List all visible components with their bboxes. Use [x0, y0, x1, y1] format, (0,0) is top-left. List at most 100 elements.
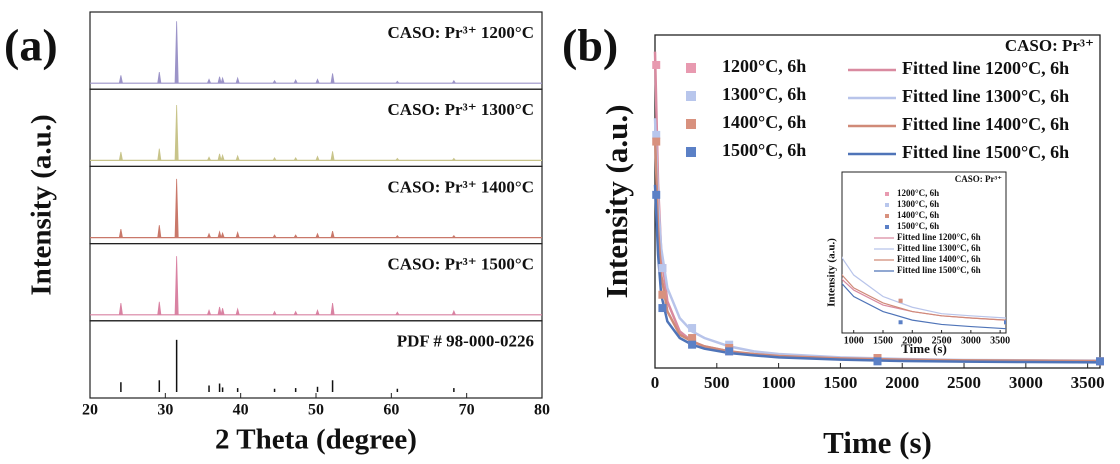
peak [330, 151, 335, 161]
x-axis-label: Time (s) [823, 425, 932, 460]
inset-title: CASO: Pr³⁺ [955, 174, 1002, 184]
data-point [898, 320, 903, 325]
data-point [658, 290, 667, 299]
legend-marker [686, 63, 696, 73]
peak [174, 256, 179, 315]
peak [330, 303, 335, 315]
inset-x-tick-label: 2000 [902, 335, 922, 346]
peak [235, 154, 240, 161]
data-point [1096, 357, 1104, 366]
y-axis-label: Intensity (a.u.) [26, 114, 58, 295]
peak [118, 229, 123, 238]
x-tick-label: 3500 [1071, 373, 1105, 392]
annotation: CASO: Pr³⁺ [1005, 36, 1094, 55]
peak [330, 230, 335, 238]
peak [293, 234, 298, 238]
panel-label: (a) [4, 20, 58, 71]
x-tick-label: 30 [157, 402, 173, 419]
data-point [652, 137, 661, 146]
inset-x-tick-label: 1500 [873, 335, 893, 346]
peak [157, 301, 162, 315]
inset-legend-marker [885, 203, 889, 207]
peak [235, 307, 240, 315]
peak [395, 311, 400, 316]
inset-legend-label: Fitted line 1400°C, 6h [897, 254, 981, 264]
legend-label: Fitted line 1400°C, 6h [902, 114, 1069, 134]
peak [272, 310, 277, 315]
peak [235, 76, 240, 84]
peak [207, 232, 211, 238]
inset-legend-label: Fitted line 1500°C, 6h [897, 265, 981, 275]
peak [315, 232, 320, 238]
inset-legend-label: Fitted line 1300°C, 6h [897, 243, 981, 253]
inset-legend-label: 1500°C, 6h [897, 221, 939, 231]
inset-x-tick-label: 3000 [961, 335, 981, 346]
peak [157, 72, 162, 84]
peak [451, 157, 456, 161]
legend-label: 1400°C, 6h [722, 112, 806, 132]
legend-label: Fitted line 1300°C, 6h [902, 86, 1069, 106]
legend-marker [686, 119, 696, 129]
inset-x-tick-label: 1000 [844, 335, 864, 346]
x-tick-label: 40 [233, 402, 249, 419]
legend-label: 1500°C, 6h [722, 140, 806, 160]
x-tick-label: 80 [534, 402, 550, 419]
x-tick-label: 20 [82, 402, 98, 419]
inset-legend-label: 1300°C, 6h [897, 199, 939, 209]
inset-legend-label: 1400°C, 6h [897, 210, 939, 220]
data-point [658, 304, 667, 313]
x-tick-label: 2000 [885, 373, 919, 392]
series-label: PDF # 98-000-0226 [397, 332, 534, 351]
x-tick-label: 2500 [947, 373, 981, 392]
data-point [811, 170, 815, 174]
inset-x-tick-label: 3500 [990, 335, 1010, 346]
data-point [828, 213, 832, 217]
data-point [811, 213, 815, 217]
inset-frame [841, 171, 1007, 334]
x-tick-label: 50 [308, 402, 324, 419]
data-point [658, 264, 667, 273]
fit-line [842, 256, 1006, 319]
peak [157, 225, 162, 238]
peak [315, 78, 320, 84]
x-tick-label: 60 [383, 402, 399, 419]
panel-label: (b) [562, 20, 618, 71]
peak [451, 79, 456, 84]
series-label: CASO: Pr³⁺ 1400°C [388, 177, 534, 196]
peak [293, 157, 298, 161]
peak [315, 309, 320, 315]
peak [395, 235, 400, 238]
data-point [811, 106, 815, 110]
legend-marker [686, 91, 696, 101]
peak [272, 234, 277, 238]
peak [220, 231, 225, 238]
data-point [688, 324, 697, 333]
peak [207, 309, 212, 315]
fit-line [842, 282, 1006, 330]
peak [174, 21, 179, 84]
peak [217, 306, 222, 315]
data-point [828, 234, 832, 238]
x-tick-label: 1000 [762, 373, 796, 392]
peak [207, 156, 211, 161]
data-point [652, 60, 661, 69]
legend-label: Fitted line 1500°C, 6h [902, 142, 1069, 162]
peak [118, 151, 123, 161]
data-point [725, 347, 734, 356]
data-point [688, 340, 697, 349]
peak [293, 79, 298, 84]
peak [174, 104, 179, 161]
inset-x-tick-label: 2500 [932, 335, 952, 346]
peak [272, 79, 277, 84]
fit-line [842, 273, 1006, 321]
legend-marker [686, 147, 696, 157]
peak [217, 153, 222, 161]
peak [451, 309, 456, 315]
x-axis-label: 2 Theta (degree) [215, 424, 417, 456]
inset-legend-marker [885, 192, 889, 196]
peak [220, 76, 225, 84]
peak [118, 303, 123, 315]
peak [293, 310, 298, 315]
peak [220, 308, 225, 315]
